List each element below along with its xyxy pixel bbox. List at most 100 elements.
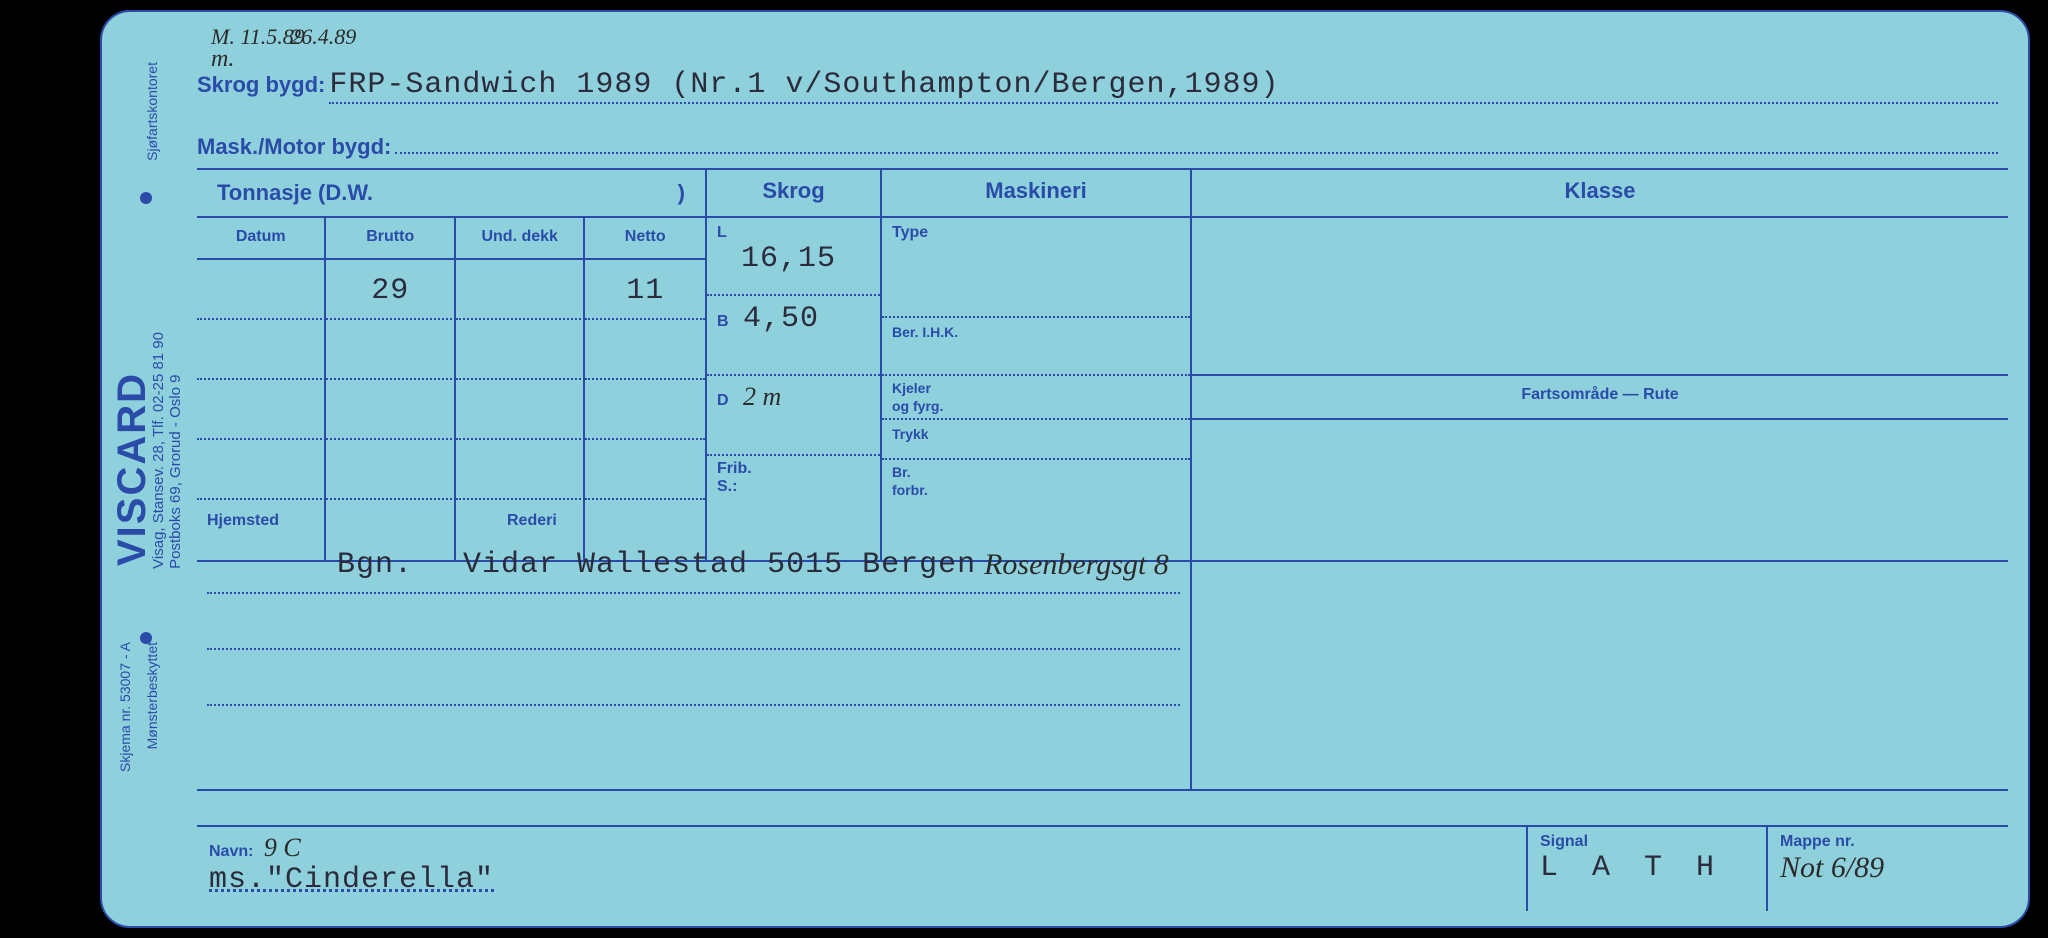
hjemsted-blank-2: [207, 650, 1180, 706]
datum-cell: [197, 440, 326, 500]
form-number: Skjema nr. 53007 - A: [117, 642, 133, 772]
netto-header: Netto: [585, 218, 705, 258]
hjemsted-rederi-cell: Hjemsted Rederi Bgn. Vidar Wallestad 501…: [197, 506, 1192, 789]
fartsomrade-cell: [1192, 420, 2008, 508]
skrog-bygd-line: Skrog bygd: FRP-Sandwich 1989 (Nr.1 v/So…: [197, 68, 1998, 104]
skrog-bygd-value: FRP-Sandwich 1989 (Nr.1 v/Southampton/Be…: [329, 68, 1998, 104]
main-table: Tonnasje (D.W. ) Skrog Maskineri Klasse …: [197, 168, 2008, 562]
ber-ihk-cell: Ber. I.H.K.: [882, 318, 1190, 376]
trykk-cell: Trykk: [882, 420, 1190, 460]
netto-cell: [585, 320, 705, 380]
tonnasje-label: Tonnasje (D.W.: [217, 180, 373, 206]
kjeler-label: Kjeler og fyrg.: [892, 380, 943, 414]
brutto-cell: [326, 380, 455, 440]
netto-cell: [585, 380, 705, 440]
datum-cell: [197, 320, 326, 380]
bullet-icon: [140, 192, 152, 204]
punch-hole: [50, 486, 106, 542]
hjemsted-value: Bgn.: [337, 548, 413, 582]
D-value: 2 m: [743, 382, 781, 411]
hjemsted-blank-1: [207, 594, 1180, 650]
L-value: 16,15: [741, 242, 836, 276]
br-forbr-label: Br. forbr.: [892, 464, 928, 498]
punch-hole: [50, 372, 106, 428]
br-forbr-cell: Br. forbr.: [882, 460, 1190, 508]
mappe-label: Mappe nr.: [1780, 833, 1855, 850]
und-cell: [456, 320, 585, 380]
index-card: Sjøfartskontoret VISCARD Visag, Stansev.…: [100, 10, 2030, 928]
punch-hole: [50, 30, 106, 86]
B-label: B: [717, 313, 729, 330]
hjemsted-row: Hjemsted Rederi Bgn. Vidar Wallestad 501…: [197, 506, 2008, 791]
tonnasje-header: Tonnasje (D.W. ): [197, 170, 707, 218]
und-cell: [456, 380, 585, 440]
S-label: S.:: [717, 478, 737, 495]
type-label: Type: [892, 224, 928, 241]
und-cell: [456, 440, 585, 500]
table-row: [197, 380, 705, 440]
brutto-cell: [326, 320, 455, 380]
L-label: L: [717, 224, 727, 241]
skrog-L-cell: L 16,15: [707, 218, 880, 296]
mask-bygd-value: [395, 128, 1998, 154]
klasse-header: Klasse: [1192, 170, 2008, 218]
D-label: D: [717, 392, 729, 409]
table-row: 29 11: [197, 260, 705, 320]
side-sjofart-label: Sjøfartskontoret: [144, 62, 160, 161]
frib-label: Frib.: [717, 460, 752, 477]
brand-address: Visag, Stansev. 28, Tlf. 02-25 81 90 Pos…: [150, 332, 184, 569]
skrog-header: Skrog: [707, 170, 882, 218]
punch-hole: [50, 828, 106, 884]
tonnasje-close: ): [678, 180, 685, 206]
skrog-B-cell: B 4,50: [707, 296, 880, 376]
brutto-header: Brutto: [326, 218, 455, 258]
skrog-bygd-label: Skrog bygd:: [197, 72, 325, 98]
navn-handwritten: 9 C: [264, 833, 301, 862]
navn-label: Navn:: [209, 843, 253, 860]
note-date-2: 26.4.89: [290, 24, 356, 49]
type-cell: Type: [882, 218, 1190, 318]
datum-header: Datum: [197, 218, 326, 258]
klasse-lower-cell: [1192, 506, 2008, 789]
brutto-cell: 29: [326, 260, 455, 320]
kjeler-cell: Kjeler og fyrg.: [882, 376, 1190, 420]
datum-cell: [197, 380, 326, 440]
brand-logo: VISCARD: [110, 372, 155, 566]
B-value: 4,50: [743, 302, 819, 336]
hjemsted-label: Hjemsted: [207, 512, 279, 529]
hjemsted-blank-3: [207, 706, 1180, 762]
form-content: M. 11.5.89 26.4.89 m. Skrog bygd: FRP-Sa…: [197, 28, 2008, 911]
und-cell: [456, 260, 585, 320]
bullet-icon: [140, 632, 152, 644]
navn-cell: Navn: 9 C ms."Cinderella": [197, 827, 1528, 911]
mask-bygd-line: Mask./Motor bygd:: [197, 128, 1998, 160]
punch-hole: [50, 714, 106, 770]
table-row: [197, 320, 705, 380]
rederi-label: Rederi: [507, 512, 557, 530]
punch-hole: [50, 258, 106, 314]
mappe-value: Not 6/89: [1780, 851, 1884, 884]
brutto-cell: [326, 440, 455, 500]
signal-value: L A T H: [1540, 851, 1722, 885]
maskineri-header: Maskineri: [882, 170, 1192, 218]
mask-bygd-label: Mask./Motor bygd:: [197, 134, 391, 160]
datum-cell: [197, 260, 326, 320]
rederi-handwritten: Rosenbergsgt 8: [984, 548, 1169, 582]
signal-label: Signal: [1540, 833, 1588, 850]
klasse-cell: [1192, 218, 2008, 376]
hjemsted-value-line: Bgn. Vidar Wallestad 5015 Bergen Rosenbe…: [207, 538, 1180, 594]
netto-cell: [585, 440, 705, 500]
header-row-1: Tonnasje (D.W. ) Skrog Maskineri Klasse: [197, 170, 2008, 218]
mappe-cell: Mappe nr. Not 6/89: [1768, 827, 2008, 911]
ber-ihk-label: Ber. I.H.K.: [892, 324, 958, 340]
table-row: [197, 440, 705, 500]
punch-hole: [50, 600, 106, 656]
bottom-row: Navn: 9 C ms."Cinderella" Signal L A T H…: [197, 825, 2008, 911]
und-dekk-header: Und. dekk: [456, 218, 585, 258]
skrog-D-cell: D 2 m: [707, 376, 880, 456]
fartsomrade-header: Fartsområde — Rute: [1192, 376, 2008, 420]
netto-cell: 11: [585, 260, 705, 320]
rederi-typed: Vidar Wallestad 5015 Bergen: [463, 548, 976, 582]
skrog-frib-cell: Frib. S.:: [707, 456, 880, 508]
addr-line-1: Visag, Stansev. 28, Tlf. 02-25 81 90: [150, 332, 167, 569]
